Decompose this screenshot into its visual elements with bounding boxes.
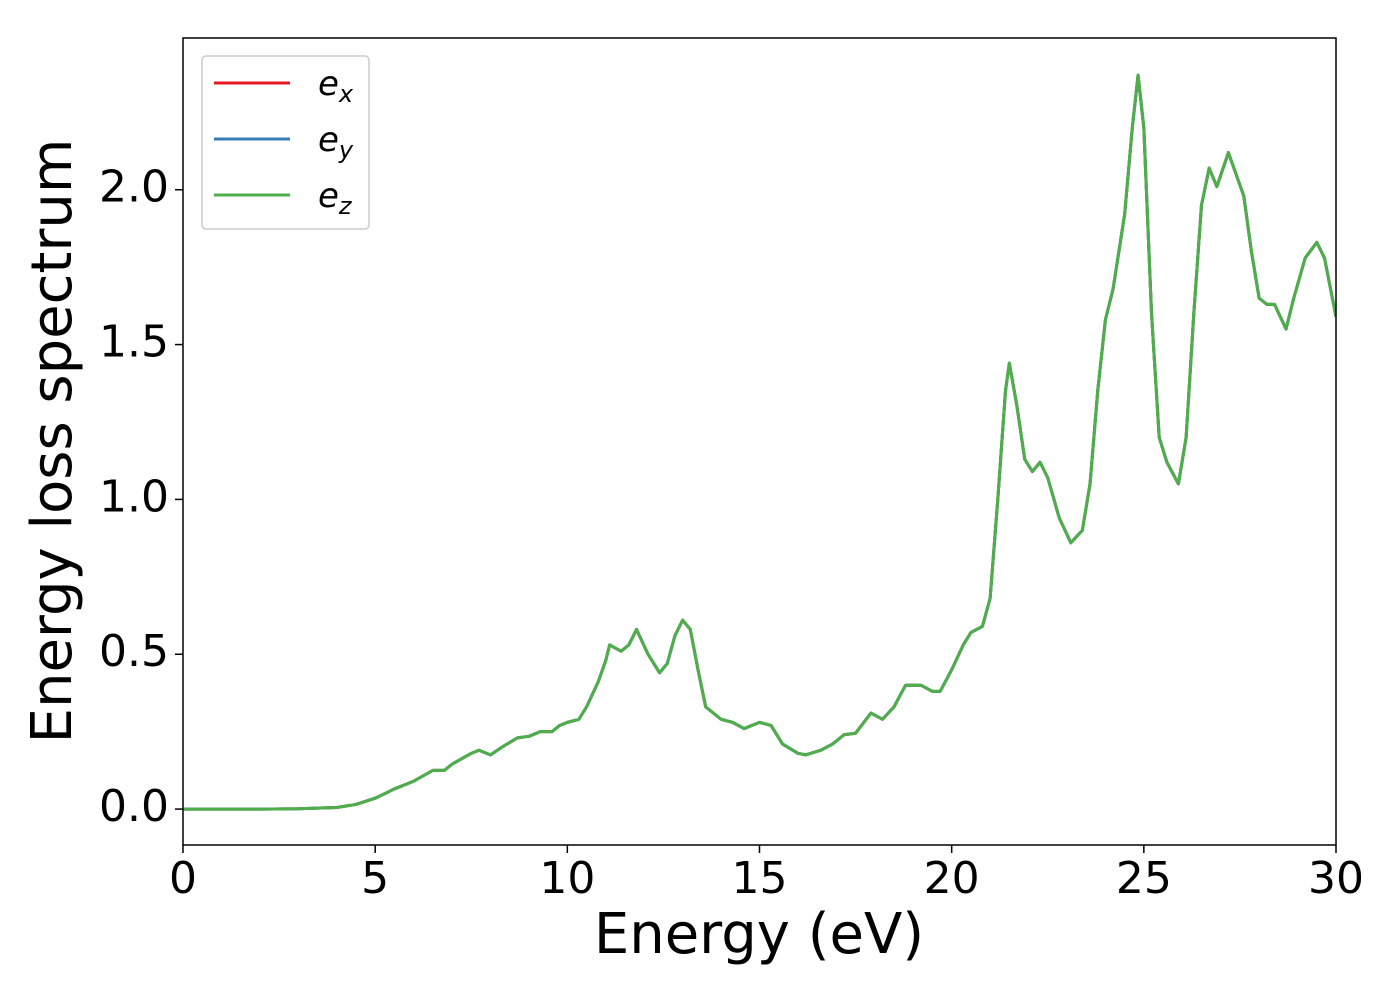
x-tick-label: 25 bbox=[1116, 853, 1172, 904]
legend-label: ex bbox=[318, 64, 354, 109]
y-tick-label: 0.5 bbox=[99, 626, 169, 677]
x-tick-label: 20 bbox=[924, 853, 980, 904]
x-tick-label: 10 bbox=[539, 853, 595, 904]
x-axis-label: Energy (eV) bbox=[594, 902, 924, 967]
y-tick-label: 0.0 bbox=[99, 781, 169, 832]
legend-label: ey bbox=[318, 120, 354, 165]
plot-frame bbox=[182, 37, 1337, 846]
legend-box bbox=[201, 55, 370, 230]
y-tick-label: 1.0 bbox=[99, 471, 169, 522]
x-tick-label: 5 bbox=[361, 853, 389, 904]
legend-label: ez bbox=[318, 176, 353, 221]
x-tick-label: 30 bbox=[1308, 853, 1364, 904]
x-tick-label: 0 bbox=[169, 853, 197, 904]
plot-lines bbox=[183, 73, 1336, 811]
x-tick-label: 15 bbox=[732, 853, 788, 904]
series-line bbox=[183, 73, 1336, 811]
y-tick-label: 1.5 bbox=[99, 317, 169, 368]
y-axis-label: Energy loss spectrum bbox=[20, 139, 85, 744]
y-tick-label: 2.0 bbox=[99, 162, 169, 213]
